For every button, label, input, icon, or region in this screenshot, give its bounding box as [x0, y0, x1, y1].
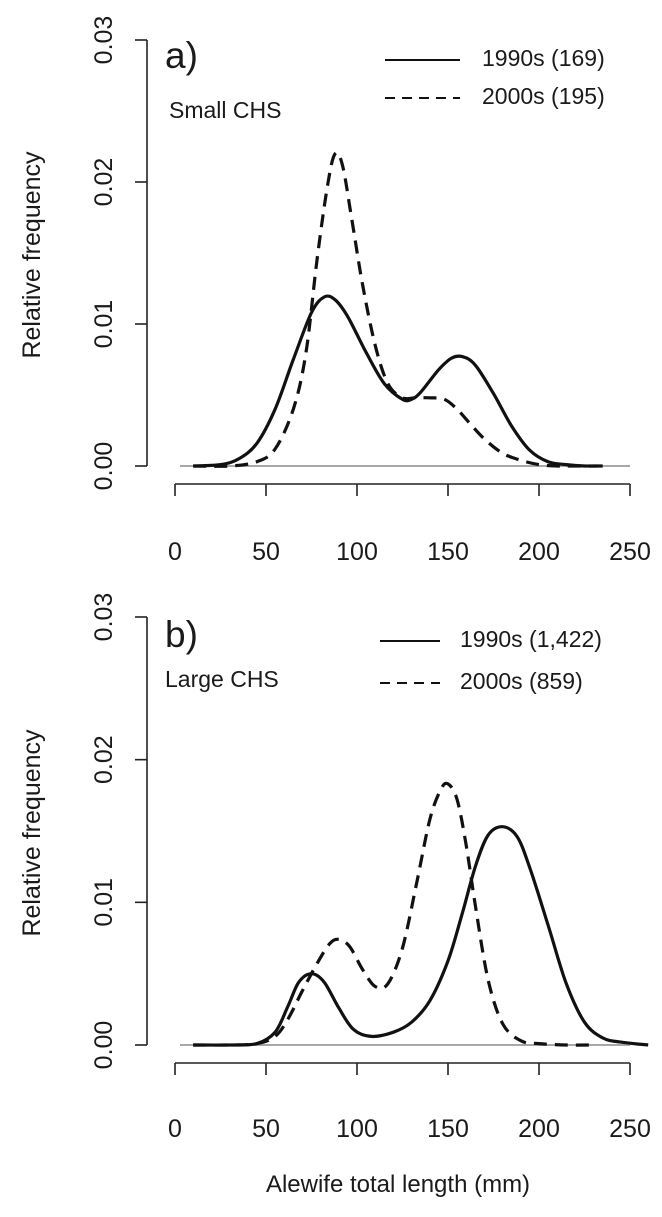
y-tick-label: 0.02	[90, 158, 118, 207]
y-tick-label: 0.00	[90, 1021, 118, 1070]
series-line-solid	[193, 294, 603, 468]
panel-a: 0 50 100 150 200 250 0.00 0.01 0.02 0.03 Relative …	[18, 16, 651, 566]
x-axis: 0 50 100 150 200 250	[168, 1062, 651, 1143]
x-tick-label: 0	[168, 1115, 182, 1143]
x-tick-label: 150	[427, 1115, 469, 1143]
y-tick-label: 0.03	[90, 16, 118, 65]
panel-label: b)	[165, 614, 198, 655]
legend-label: 2000s (859)	[460, 668, 583, 694]
y-axis: 0.00 0.01 0.02 0.03	[90, 16, 148, 491]
legend-label: 2000s (195)	[482, 83, 605, 109]
x-tick-label: 100	[336, 538, 378, 566]
x-tick-label: 250	[609, 538, 651, 566]
panel-subtitle: Small CHS	[169, 97, 281, 123]
x-tick-label: 0	[168, 538, 182, 566]
series-line-dashed	[193, 781, 594, 1047]
x-axis-label: Alewife total length (mm)	[266, 1171, 530, 1198]
y-axis-label: Relative frequency	[18, 729, 46, 937]
legend-label: 1990s (1,422)	[460, 626, 602, 652]
y-tick-label: 0.01	[90, 300, 118, 349]
legend-label: 1990s (169)	[482, 45, 605, 71]
x-tick-label: 50	[252, 538, 280, 566]
y-tick-label: 0.00	[90, 442, 118, 491]
x-tick-label: 150	[427, 538, 469, 566]
y-axis: 0.00 0.01 0.02 0.03	[90, 593, 148, 1070]
y-tick-label: 0.01	[90, 878, 118, 927]
x-tick-label: 250	[609, 1115, 651, 1143]
x-axis: 0 50 100 150 200 250	[168, 483, 651, 566]
y-tick-label: 0.03	[90, 593, 118, 642]
x-tick-label: 100	[336, 1115, 378, 1143]
panel-b: 0 50 100 150 200 250 0.00 0.01 0.02 0.03 Relative …	[18, 593, 651, 1143]
y-axis-label: Relative frequency	[18, 151, 46, 359]
y-tick-label: 0.02	[90, 735, 118, 784]
series-line-dashed	[193, 150, 598, 468]
panel-label: a)	[165, 35, 198, 76]
x-tick-label: 50	[252, 1115, 280, 1143]
x-tick-label: 200	[518, 1115, 560, 1143]
series-line-solid	[193, 825, 649, 1047]
panel-subtitle: Large CHS	[165, 666, 279, 692]
x-tick-label: 200	[518, 538, 560, 566]
